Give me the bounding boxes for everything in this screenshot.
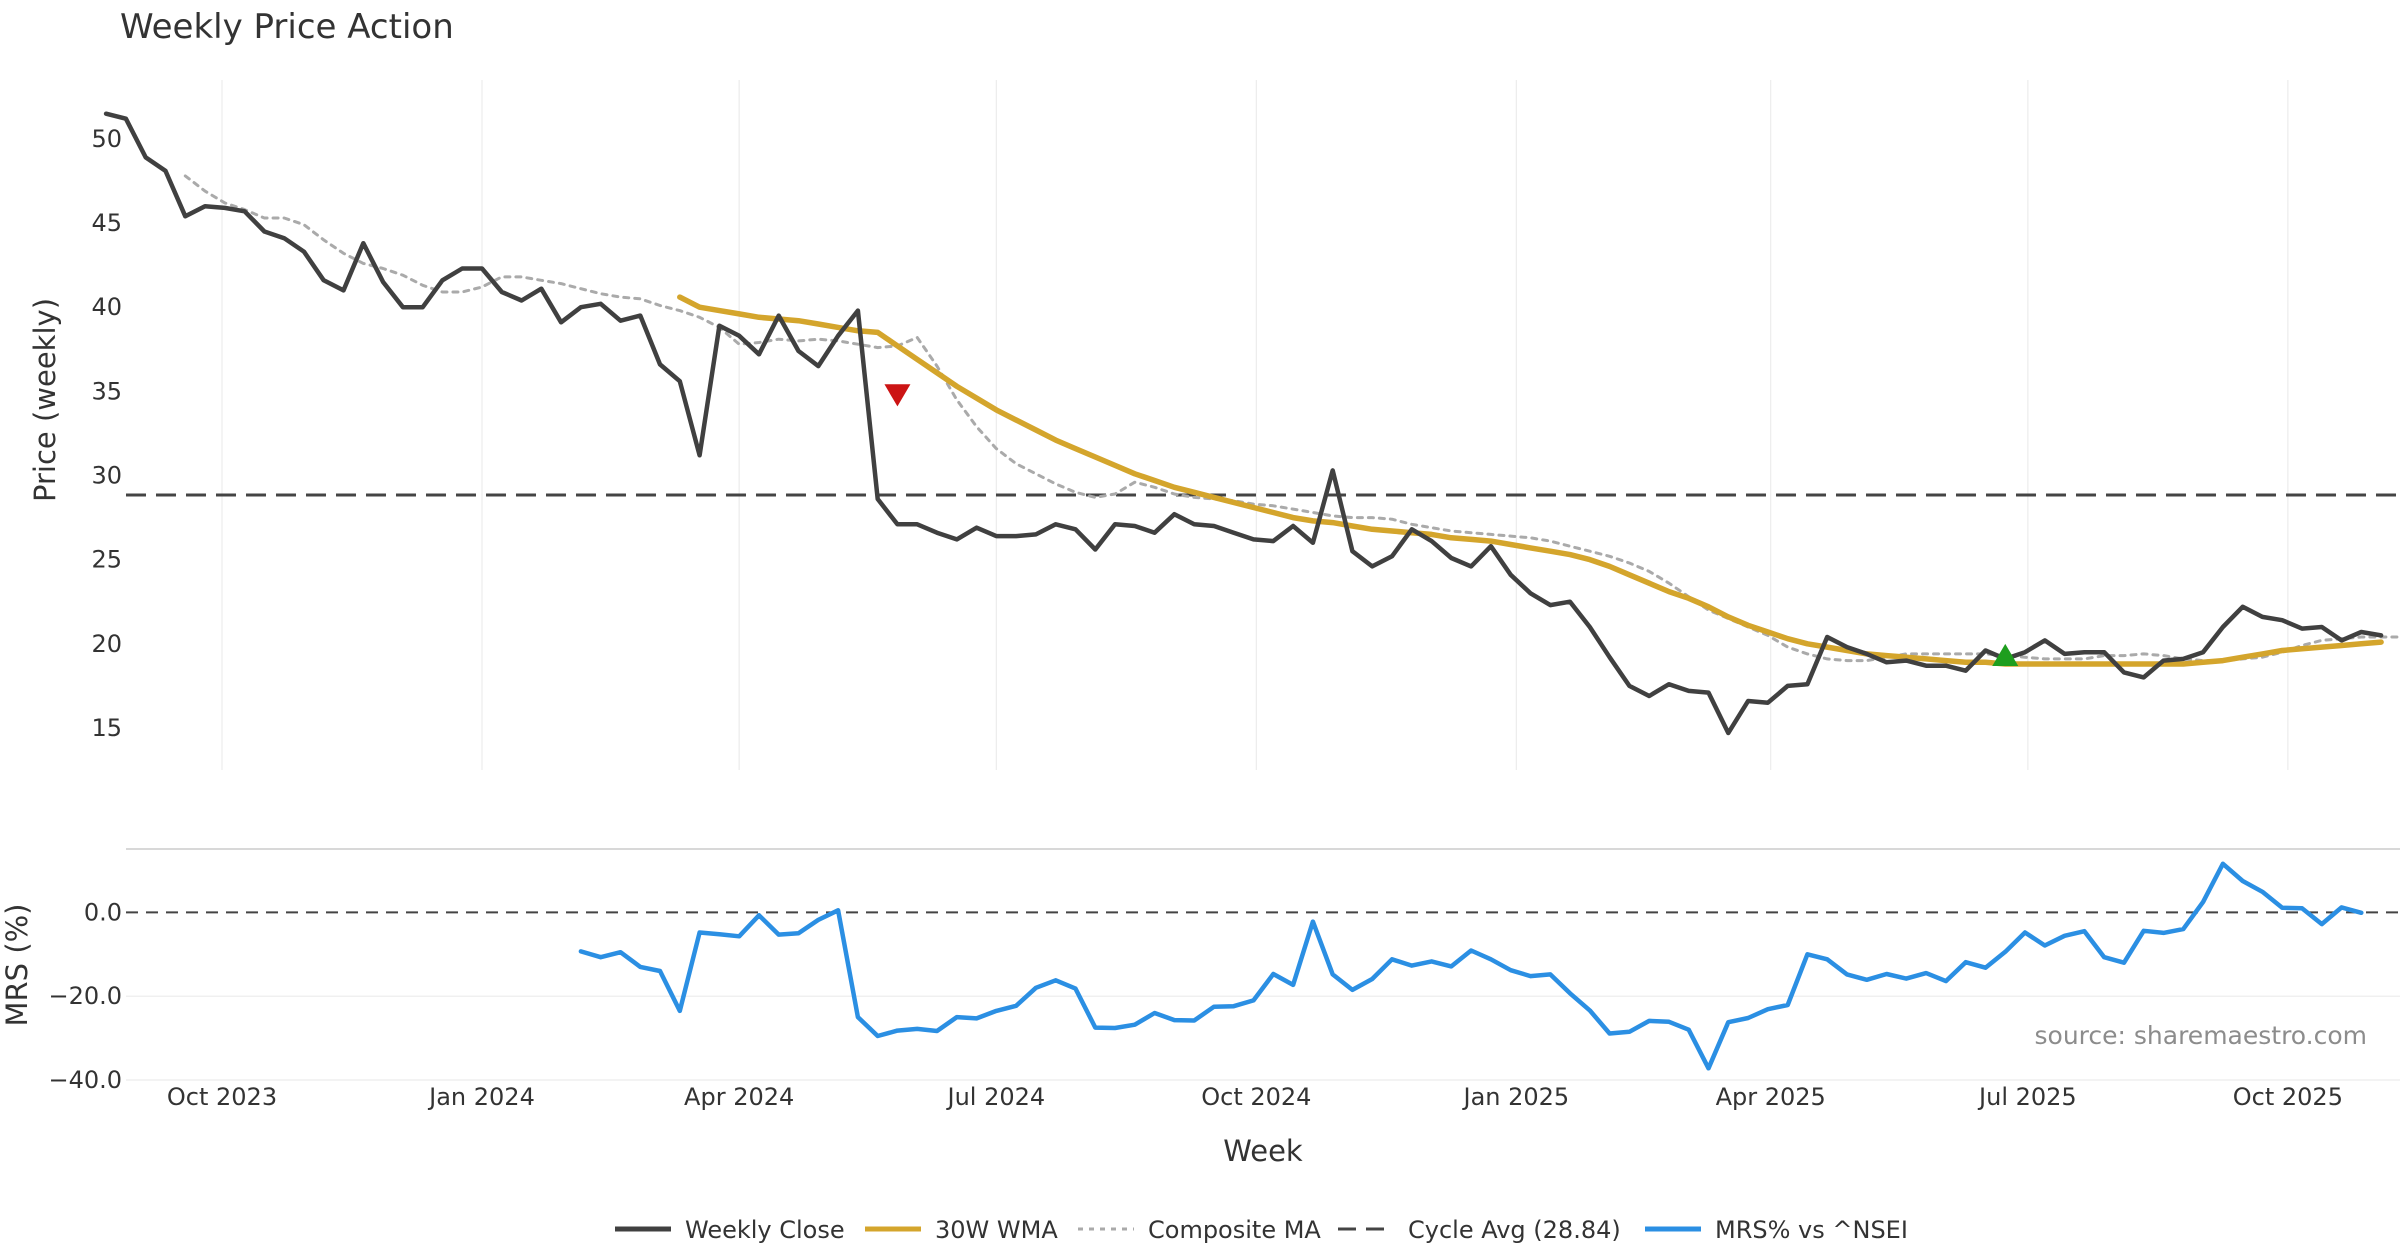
x-tick-label-jul-2024: Jul 2024 <box>946 1083 1046 1111</box>
x-axis-title: Week <box>1223 1134 1303 1168</box>
x-tick-label-oct-2025: Oct 2025 <box>2233 1083 2343 1111</box>
sell-signal-marker <box>884 384 911 407</box>
legend-label-weekly-close: Weekly Close <box>685 1216 845 1244</box>
mrs-y-tick-2: −40.0 <box>48 1066 122 1094</box>
x-tick-label-jul-2025: Jul 2025 <box>1977 1083 2077 1111</box>
price-y-tick-labels: 15 20 25 30 35 40 45 50 <box>91 125 122 742</box>
price-series-group <box>103 111 2400 736</box>
mrs-y-tick-1: −20.0 <box>48 982 122 1010</box>
buy-signal-marker <box>1992 643 2019 666</box>
x-tick-label-jan-2025: Jan 2025 <box>1461 1083 1569 1111</box>
x-tick-label-oct-2023: Oct 2023 <box>167 1083 277 1111</box>
series-line-weekly-close <box>103 111 2384 736</box>
price-y-tick-50: 50 <box>91 125 122 153</box>
chart-title: Weekly Price Action <box>120 7 454 47</box>
legend-label-mrs-vs-nsei: MRS% vs ^NSEI <box>1715 1216 1908 1244</box>
x-tick-label-apr-2024: Apr 2024 <box>684 1083 794 1111</box>
legend-label-composite-ma: Composite MA <box>1148 1216 1321 1244</box>
price-y-tick-45: 45 <box>91 209 122 237</box>
price-y-tick-40: 40 <box>91 293 122 321</box>
legend-label-30w-wma: 30W WMA <box>935 1216 1058 1244</box>
mrs-gridlines <box>126 995 2400 1081</box>
price-y-tick-35: 35 <box>91 377 122 405</box>
legend-label-cycle-avg-28-84: Cycle Avg (28.84) <box>1408 1216 1621 1244</box>
series-line-composite-ma <box>183 174 2400 663</box>
mrs-series-group <box>578 861 2364 1071</box>
price-y-axis-title: Price (weekly) <box>28 298 62 502</box>
chart-legend: Weekly Close 30W WMA Composite MA Cycle Avg… <box>615 1216 1908 1244</box>
x-tick-labels: Oct 2023 Jan 2024 Apr 2024 Jul 2024 Oct 2024… <box>167 1083 2343 1111</box>
x-tick-label-apr-2025: Apr 2025 <box>1716 1083 1826 1111</box>
source-watermark: source: sharemaestro.com <box>2035 1021 2368 1050</box>
price-y-tick-25: 25 <box>91 546 122 574</box>
series-line-mrs-vs-nsei <box>578 861 2364 1071</box>
mrs-y-axis-title: MRS (%) <box>0 904 34 1027</box>
price-y-tick-30: 30 <box>91 461 122 489</box>
price-gridlines <box>221 80 2289 770</box>
mrs-y-tick-0: 0.0 <box>84 898 122 926</box>
x-tick-label-oct-2024: Oct 2024 <box>1201 1083 1311 1111</box>
price-y-tick-15: 15 <box>91 714 122 742</box>
series-line-30w-wma <box>677 294 2384 667</box>
signal-markers <box>884 384 2019 666</box>
mrs-y-tick-labels: 0.0 −20.0 −40.0 <box>48 898 122 1094</box>
price-y-tick-20: 20 <box>91 630 122 658</box>
x-tick-label-jan-2024: Jan 2024 <box>427 1083 535 1111</box>
